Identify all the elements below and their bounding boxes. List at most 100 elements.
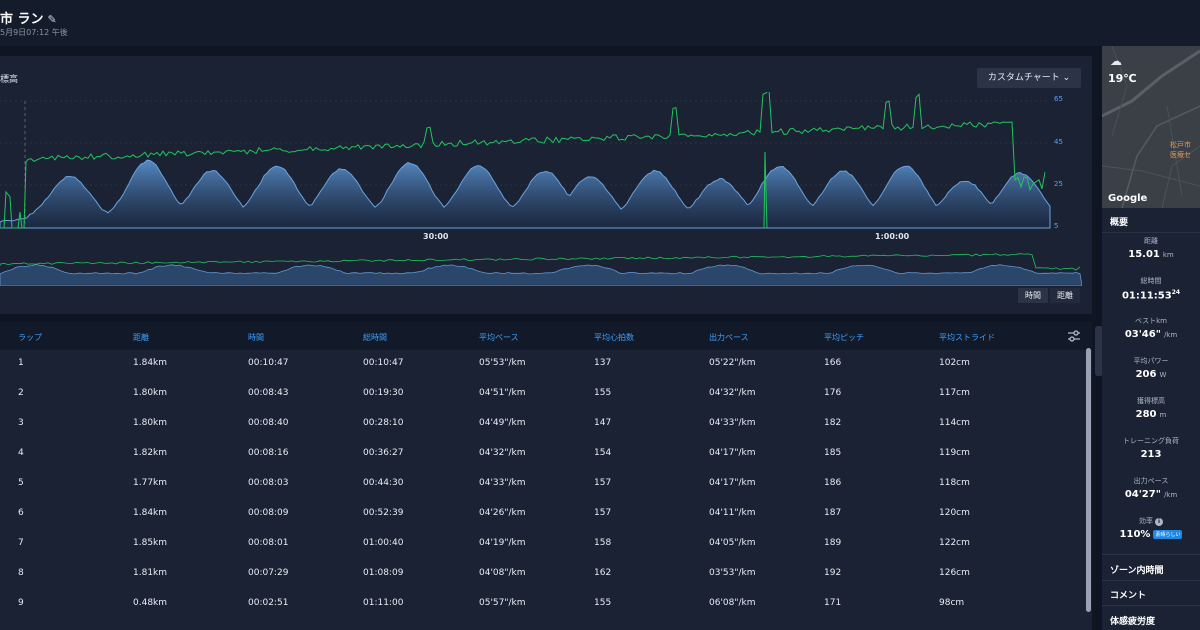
table-row[interactable]: 8 1.81km 00:07:29 01:08:09 04'08"/km 162 03'53… xyxy=(0,559,1085,589)
elevation-area xyxy=(0,159,1051,229)
divider xyxy=(1102,580,1200,581)
table-row[interactable]: 1 1.84km 00:10:47 00:10:47 05'53"/km 137 05'22… xyxy=(0,349,1085,379)
table-cell: 3 xyxy=(18,418,24,428)
header-avg-stride[interactable]: 平均ストライド xyxy=(939,333,995,342)
cloud-icon: ☁ xyxy=(1110,54,1122,68)
stat-value: 01:11:5324 xyxy=(1102,289,1200,301)
stat-unit: km xyxy=(1162,251,1174,259)
stat-unit: /km xyxy=(1163,491,1178,499)
header-time[interactable]: 時間 xyxy=(248,333,264,342)
edit-pencil-icon[interactable]: ✎ xyxy=(47,13,57,26)
table-cell: 04'32"/km xyxy=(479,448,526,458)
activity-date: 5月9日07:12 午後 xyxy=(0,28,68,37)
table-row[interactable]: 3 1.80km 00:08:40 00:28:10 04'49"/km 147 04'33… xyxy=(0,409,1085,439)
table-cell: 05'22"/km xyxy=(709,358,756,368)
stat-unit: W xyxy=(1159,371,1167,379)
table-cell: 00:44:30 xyxy=(363,478,404,488)
stat-label-text: ベストkm xyxy=(1134,317,1167,325)
header-lap[interactable]: ラップ xyxy=(18,333,42,342)
table-cell: 04'51"/km xyxy=(479,388,526,398)
table-cell: 2 xyxy=(18,388,24,398)
table-cell: 04'17"/km xyxy=(709,478,756,488)
table-cell: 04'11"/km xyxy=(709,508,756,518)
stat-unit: m xyxy=(1159,411,1167,419)
sidebar: ☁ 19℃ 松戸市 医療セ Google 概要 距離 15.01 km 総時間 01:1… xyxy=(1102,46,1200,630)
header-power-pace[interactable]: 出力ペース xyxy=(709,333,749,342)
y-axis: 65 45 25 5 xyxy=(1054,92,1084,242)
lap-table: ラップ 距離 時間 総時間 平均ペース 平均心拍数 出力ペース 平均ピッチ 平均… xyxy=(0,322,1092,630)
table-cell: 04'26"/km xyxy=(479,508,526,518)
toggle-time-button[interactable]: 時間 xyxy=(1018,288,1048,303)
table-cell: 155 xyxy=(594,388,612,398)
table-cell: 01:11:00 xyxy=(363,598,404,608)
table-cell: 01:08:09 xyxy=(363,568,404,578)
header-avg-cadence[interactable]: 平均ピッチ xyxy=(824,333,864,342)
toggle-distance-button[interactable]: 距離 xyxy=(1050,288,1080,303)
header-distance[interactable]: 距離 xyxy=(133,333,149,342)
sidebar-collapse-handle[interactable] xyxy=(1095,326,1103,376)
map-place-label: 松戸市 医療セ xyxy=(1170,141,1191,159)
table-cell: 00:52:39 xyxy=(363,508,404,518)
table-cell: 166 xyxy=(824,358,842,368)
table-cell: 00:02:51 xyxy=(248,598,289,608)
activity-title[interactable]: 市 ラン ✎ xyxy=(0,8,57,27)
table-cell: 182 xyxy=(824,418,842,428)
table-cell: 1.84km xyxy=(133,358,168,368)
table-row[interactable]: 9 0.48km 00:02:51 01:11:00 05'57"/km 155 06'08… xyxy=(0,589,1085,619)
table-cell: 102cm xyxy=(939,358,970,368)
table-row[interactable]: 5 1.77km 00:08:03 00:44:30 04'33"/km 157 04'17… xyxy=(0,469,1085,499)
table-row[interactable]: 2 1.80km 00:08:43 00:19:30 04'51"/km 155 04'32… xyxy=(0,379,1085,409)
stat-label-text: トレーニング負荷 xyxy=(1123,437,1179,445)
table-cell: 04'08"/km xyxy=(479,568,526,578)
table-cell: 98cm xyxy=(939,598,965,608)
table-cell: 120cm xyxy=(939,508,970,518)
activity-title-text: 市 ラン xyxy=(0,12,44,27)
table-row[interactable]: 7 1.85km 00:08:01 01:00:40 04'19"/km 158 04'05… xyxy=(0,529,1085,559)
custom-chart-button[interactable]: カスタムチャート ⌄ xyxy=(977,68,1081,88)
table-cell: 00:08:01 xyxy=(248,538,289,548)
y-tick-label: 25 xyxy=(1054,180,1063,188)
table-cell: 01:00:40 xyxy=(363,538,404,548)
info-icon[interactable]: i xyxy=(1155,518,1163,526)
table-cell: 04'05"/km xyxy=(709,538,756,548)
overview-chart[interactable] xyxy=(0,244,1082,286)
section-comment[interactable]: コメント xyxy=(1110,591,1147,601)
header-avg-hr[interactable]: 平均心拍数 xyxy=(594,333,634,342)
table-cell: 0.48km xyxy=(133,598,168,608)
table-row[interactable]: 4 1.82km 00:08:16 00:36:27 04'32"/km 154 04'17… xyxy=(0,439,1085,469)
elevation-chart[interactable] xyxy=(0,92,1070,242)
stat-label-text: 出力ペース xyxy=(1133,477,1169,485)
header-total-time[interactable]: 総時間 xyxy=(363,333,387,342)
table-cell: 1.82km xyxy=(133,448,168,458)
route-map[interactable]: ☁ 19℃ 松戸市 医療セ Google xyxy=(1102,46,1200,208)
table-row[interactable]: 6 1.84km 00:08:09 00:52:39 04'26"/km 157 04'11… xyxy=(0,499,1085,529)
table-cell: 122cm xyxy=(939,538,970,548)
status-badge: 素晴らしい xyxy=(1153,529,1183,539)
stat-value: 15.01 km xyxy=(1102,249,1200,260)
section-zone-time[interactable]: ゾーン内時間 xyxy=(1110,566,1164,576)
stat-label-text: 効率 xyxy=(1139,517,1153,525)
table-cell: 00:08:03 xyxy=(248,478,289,488)
stat-value-text: 04'27" xyxy=(1124,489,1161,500)
table-cell: 185 xyxy=(824,448,842,458)
table-cell: 1.84km xyxy=(133,508,168,518)
stat-label-text: 平均パワー xyxy=(1133,357,1169,365)
table-cell: 162 xyxy=(594,568,612,578)
table-cell: 04'19"/km xyxy=(479,538,526,548)
table-cell: 1.81km xyxy=(133,568,168,578)
y-tick-label: 45 xyxy=(1054,138,1063,146)
column-settings-icon[interactable] xyxy=(1067,330,1081,342)
stat-value-text: 213 xyxy=(1140,449,1162,460)
header-avg-pace[interactable]: 平均ペース xyxy=(479,333,519,342)
table-cell: 171 xyxy=(824,598,842,608)
table-cell: 119cm xyxy=(939,448,970,458)
table-cell: 1.80km xyxy=(133,388,168,398)
table-cell: 1.80km xyxy=(133,418,168,428)
stat-value-text: 110% xyxy=(1119,529,1151,540)
stat-label: 獲得標高 xyxy=(1102,396,1200,406)
weather-temp: 19℃ xyxy=(1108,72,1137,85)
section-perceived-effort[interactable]: 体感疲労度 xyxy=(1110,617,1156,627)
table-cell: 05'57"/km xyxy=(479,598,526,608)
x-axis: 30:00 1:00:00 xyxy=(0,232,1070,244)
table-scrollbar[interactable] xyxy=(1086,348,1091,612)
